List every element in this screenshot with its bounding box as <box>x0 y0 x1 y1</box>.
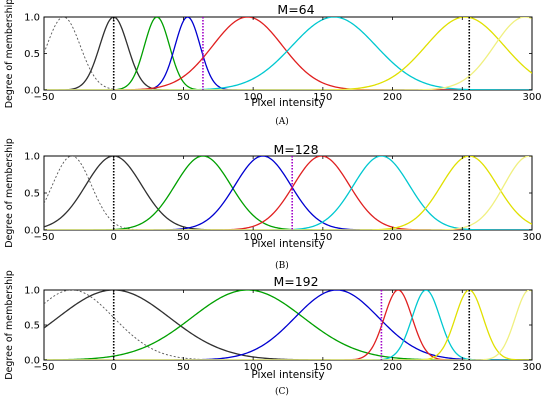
series-line-2 <box>44 156 532 230</box>
y-tick-label: 0.0 <box>24 226 40 237</box>
x-axis-label: Pixel intensity <box>251 238 324 250</box>
x-tick-label: 100 <box>244 232 263 243</box>
chart-panel-2: −50 0 50 100 150 200 250 300 0.0 0.5 1.0 M=128 Pixel… <box>4 138 542 271</box>
x-tick-label: 150 <box>313 92 332 103</box>
chart-panel-1: −50 0 50 100 150 200 250 300 0.0 0.5 1.0 M=64 Pixel … <box>4 0 542 127</box>
x-tick-label: 100 <box>244 92 263 103</box>
y-tick-label: 1.0 <box>24 13 40 24</box>
x-tick-label: 250 <box>453 232 472 243</box>
series-group <box>44 156 532 230</box>
x-tick-label: 300 <box>522 232 541 243</box>
series-line-3 <box>44 17 532 90</box>
x-tick-label: 50 <box>177 92 190 103</box>
series-line-8 <box>44 17 532 90</box>
x-tick-label: 0 <box>111 362 117 373</box>
series-group <box>44 17 532 90</box>
x-tick-label: 0 <box>111 92 117 103</box>
x-tick-label: 150 <box>313 232 332 243</box>
x-axis-label: Pixel intensity <box>251 369 324 381</box>
series-line-4 <box>44 156 532 230</box>
y-axis-label: Degree of membership <box>4 270 15 380</box>
x-tick-label: 50 <box>177 232 190 243</box>
y-tick-label: 0.0 <box>24 86 40 97</box>
x-tick-label: 150 <box>313 362 332 373</box>
series-line-7 <box>44 17 532 90</box>
x-axis-label: Pixel intensity <box>251 97 324 109</box>
series-line-2 <box>44 17 532 90</box>
x-tick-label: 250 <box>453 362 472 373</box>
x-tick-label: 100 <box>244 362 263 373</box>
series-line-8 <box>44 156 532 230</box>
y-tick-label: 0.5 <box>24 321 40 332</box>
x-tick-label: 200 <box>383 232 402 243</box>
y-tick-label: 0.0 <box>24 356 40 367</box>
panel-caption: (A) <box>275 116 289 127</box>
y-axis-label: Degree of membership <box>4 138 15 248</box>
panel-title: M=128 <box>273 142 318 157</box>
x-tick-label: 300 <box>522 92 541 103</box>
y-tick-label: 0.5 <box>24 189 40 200</box>
x-tick-label: 250 <box>453 92 472 103</box>
y-axis-label: Degree of membership <box>4 0 15 108</box>
y-tick-label: 1.0 <box>24 286 40 297</box>
x-tick-label: 200 <box>383 92 402 103</box>
panel-caption: (C) <box>275 386 289 397</box>
panel-title: M=64 <box>277 2 314 17</box>
chart-panel-3: −50 0 50 100 150 200 250 300 0.0 0.5 1.0 M=192 Pixel… <box>4 270 542 397</box>
x-tick-label: 0 <box>111 232 117 243</box>
series-line-7 <box>44 156 532 230</box>
series-group <box>44 290 532 360</box>
x-tick-label: −50 <box>33 92 54 103</box>
series-line-6 <box>44 290 532 360</box>
panel-title: M=192 <box>273 274 318 289</box>
x-tick-label: 200 <box>383 362 402 373</box>
x-tick-label: 300 <box>522 362 541 373</box>
panel-caption: (B) <box>275 260 289 271</box>
x-tick-label: 50 <box>177 362 190 373</box>
series-line-5 <box>44 156 532 230</box>
x-tick-label: −50 <box>33 232 54 243</box>
x-tick-label: −50 <box>33 362 54 373</box>
y-tick-label: 1.0 <box>24 152 40 163</box>
y-tick-label: 0.5 <box>24 49 40 60</box>
series-line-7 <box>44 290 532 360</box>
series-line-4 <box>44 290 532 360</box>
series-line-6 <box>44 17 532 90</box>
